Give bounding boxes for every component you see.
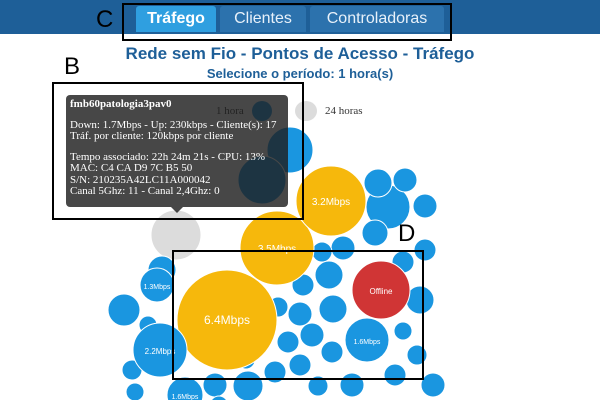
ap-bubble-labeled[interactable] (166, 376, 204, 400)
ap-bubble[interactable] (276, 330, 300, 354)
page-subtitle: Selecione o período: 1 hora(s) (206, 66, 394, 81)
ap-bubble-labeled[interactable] (344, 317, 390, 363)
ap-bubble[interactable] (299, 322, 325, 348)
ap-bubble[interactable] (420, 372, 446, 398)
tooltip-traffic-line: Down: 1.7Mbps - Up: 230kbps - Cliente(s)… (70, 118, 277, 131)
bubble-label: 3.2Mbps (312, 197, 350, 208)
bubble-label: 6.4Mbps (204, 313, 250, 327)
annotation-label-d: D (398, 220, 416, 247)
tooltip-sn-line: S/N: 210235A42LC11A000042 (70, 173, 211, 186)
annotation-box-b (52, 82, 304, 220)
ap-bubble-labeled[interactable] (239, 210, 315, 286)
ap-bubble[interactable] (361, 219, 389, 247)
tooltip-uptime-line: Tempo associado: 22h 24m 21s - CPU: 13% (70, 150, 266, 163)
annotation-box-c (122, 3, 452, 41)
ap-bubble-labeled[interactable] (176, 269, 278, 371)
ap-bubble[interactable] (412, 193, 438, 219)
tab-controladoras[interactable]: Controladoras (310, 6, 444, 32)
ap-bubble[interactable] (393, 321, 413, 341)
ap-bubble[interactable] (363, 168, 393, 198)
tooltip-ap-name: fmb60patologia3pav0 (70, 98, 172, 110)
bubble-label: 1.3Mbps (144, 284, 171, 291)
annotation-label-b: B (64, 53, 81, 80)
tab-trafego[interactable]: Tráfego (136, 6, 216, 32)
annotation-label-c: C (96, 6, 114, 33)
ap-bubble[interactable] (318, 294, 348, 324)
tooltip-mac-line: MAC: C4 CA D9 7C B5 50 (70, 162, 193, 174)
tab-clientes[interactable]: Clientes (220, 6, 306, 32)
top-nav-bar: Tráfego Clientes Controladoras (0, 0, 600, 34)
tab-strip: Tráfego Clientes Controladoras (136, 6, 448, 34)
ap-bubble[interactable] (287, 301, 313, 327)
ap-bubble-labeled[interactable] (139, 267, 175, 303)
bubble-label: 1.6Mbps (172, 394, 199, 400)
ap-bubble[interactable] (107, 293, 141, 327)
period-24h-dot[interactable] (295, 101, 317, 121)
ap-bubble-labeled[interactable] (295, 165, 367, 237)
bubble-label: 1.6Mbps (354, 339, 381, 346)
ap-bubble[interactable] (288, 353, 312, 377)
ap-bubble[interactable] (314, 260, 344, 290)
tooltip-per-client-line: Tráf. por cliente: 120kbps por cliente (70, 130, 234, 142)
ap-bubble[interactable] (383, 363, 407, 387)
ap-bubble[interactable] (263, 360, 287, 384)
ap-bubble[interactable] (320, 340, 344, 364)
tooltip-arrow (171, 207, 183, 213)
page-title: Rede sem Fio - Pontos de Acesso - Tráfeg… (125, 44, 475, 63)
ap-bubble[interactable] (392, 167, 418, 193)
tooltip-channel-line: Canal 5Ghz: 11 - Canal 2,4Ghz: 0 (70, 185, 220, 197)
ap-bubble[interactable] (125, 382, 145, 400)
period-option-24h[interactable]: 24 horas (325, 105, 363, 117)
bubble-label: 2.2Mbps (145, 347, 176, 356)
ap-bubble[interactable] (210, 395, 228, 400)
bubble-label: Offline (370, 287, 394, 296)
ap-bubble[interactable] (307, 375, 329, 397)
bubble-label: 3.5Mbps (258, 244, 296, 255)
ap-tooltip: fmb60patologia3pav0 Down: 1.7Mbps - Up: … (66, 95, 288, 207)
annotation-box-d (172, 250, 424, 380)
ap-bubble-labeled[interactable] (351, 260, 411, 320)
